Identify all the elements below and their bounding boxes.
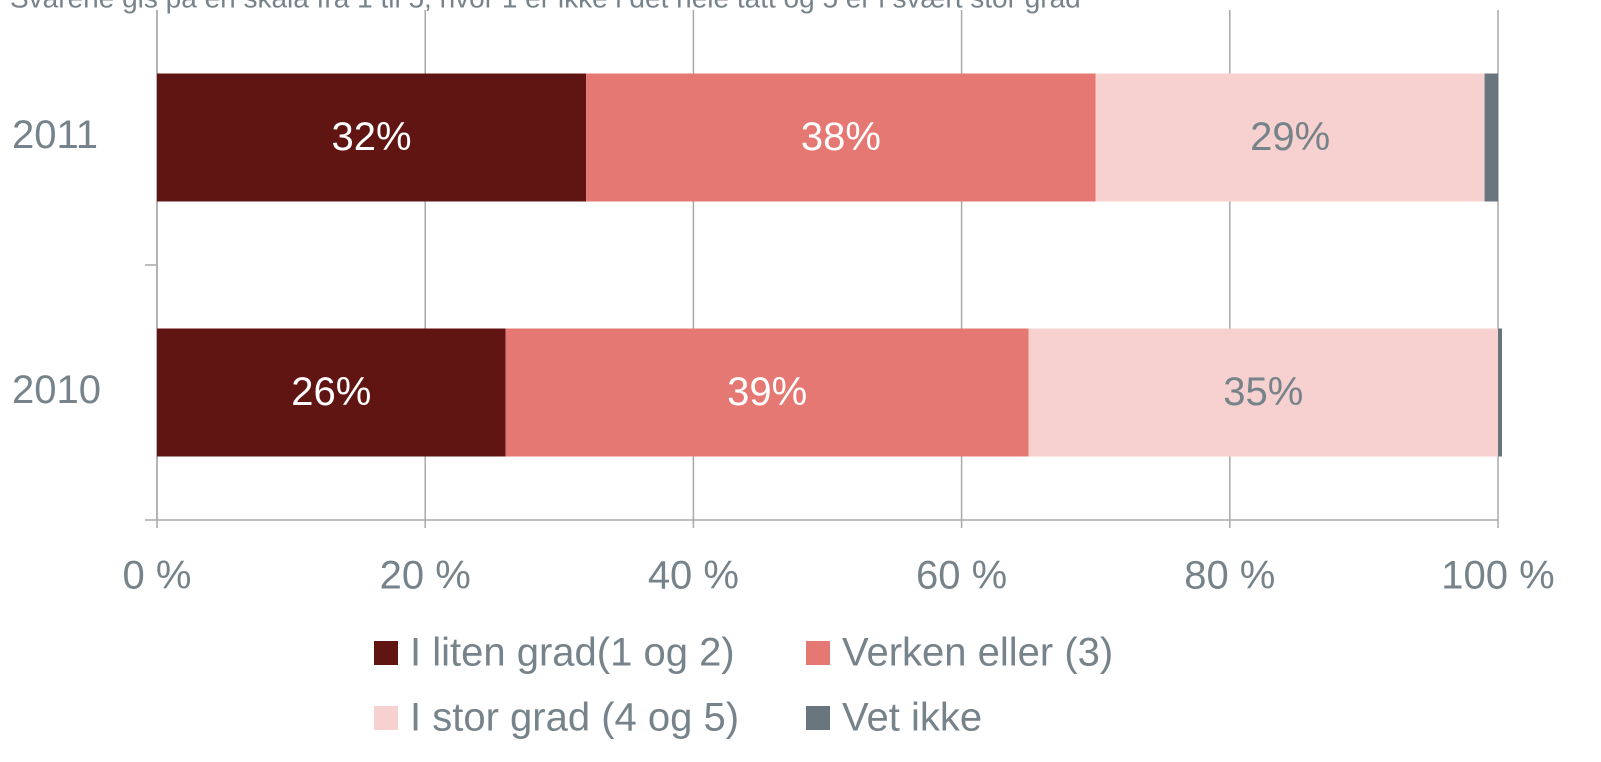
legend-swatch [374, 641, 398, 665]
chart-title: Svarene gis på en skala fra 1 til 5, hvo… [10, 0, 1081, 13]
y-tick-label: 2011 [12, 113, 98, 157]
bar-segment [1095, 73, 1485, 202]
legend-label: Verken eller (3) [842, 631, 1113, 675]
data-label: 35% [1223, 370, 1303, 414]
data-label: 32% [332, 115, 412, 159]
data-label: 29% [1250, 115, 1330, 159]
bar-segment [1484, 73, 1498, 202]
legend-swatch [806, 641, 830, 665]
data-label: 38% [801, 115, 881, 159]
legend-label: I liten grad(1 og 2) [410, 631, 735, 675]
x-tick-label: 20 % [380, 554, 471, 598]
x-tick-label: 0 % [123, 554, 192, 598]
data-label: 26% [291, 370, 371, 414]
legend-swatch [374, 706, 398, 730]
y-tick-label: 2010 [12, 368, 101, 412]
x-tick-label: 60 % [916, 554, 1007, 598]
x-tick-label: 80 % [1184, 554, 1275, 598]
bar-segment [1028, 328, 1498, 457]
bar-segment [505, 328, 1029, 457]
legend-label: Vet ikke [842, 696, 982, 740]
bar-segment [157, 328, 506, 457]
legend-label: I stor grad (4 og 5) [410, 696, 739, 740]
legend-swatch [806, 706, 830, 730]
data-label: 39% [727, 370, 807, 414]
bar-segment [157, 73, 587, 202]
x-tick-label: 100 % [1441, 554, 1554, 598]
bar-segment [586, 73, 1096, 202]
bar-segment [1498, 328, 1503, 457]
x-tick-label: 40 % [648, 554, 739, 598]
